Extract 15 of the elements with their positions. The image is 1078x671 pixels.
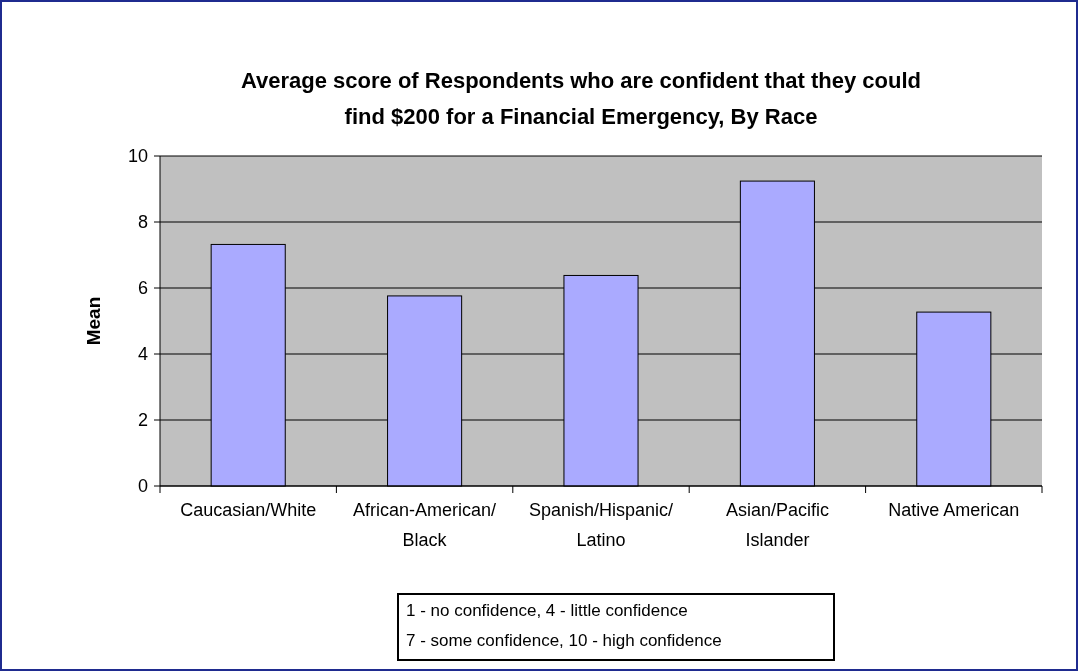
x-tick-label: Native American xyxy=(888,500,1020,520)
text: 1 - no confidence, 4 - little confidence xyxy=(406,601,688,620)
x-tick-label: African-American/ Black xyxy=(353,500,497,550)
y-tick-label: 4 xyxy=(137,344,148,365)
y-tick-label: 0 xyxy=(137,476,148,497)
chart-title: Average score of Respondents who are confident that they could find $200 for a Financial Emergency, By Race xyxy=(240,68,922,129)
x-tick-label: Asian/Pacific Islander xyxy=(725,500,829,550)
y-tick-label: 10 xyxy=(127,146,148,167)
text: 7 - some confidence, 10 - high confidence xyxy=(406,631,722,650)
y-tick-label: 8 xyxy=(137,212,148,233)
y-axis-title: Mean xyxy=(83,296,104,346)
y-tick-label: 2 xyxy=(137,410,148,431)
y-tick-label: 6 xyxy=(137,278,148,299)
x-tick-label: Caucasian/White xyxy=(180,500,317,520)
x-tick-label: Spanish/Hispanic/ Latino xyxy=(528,500,674,550)
